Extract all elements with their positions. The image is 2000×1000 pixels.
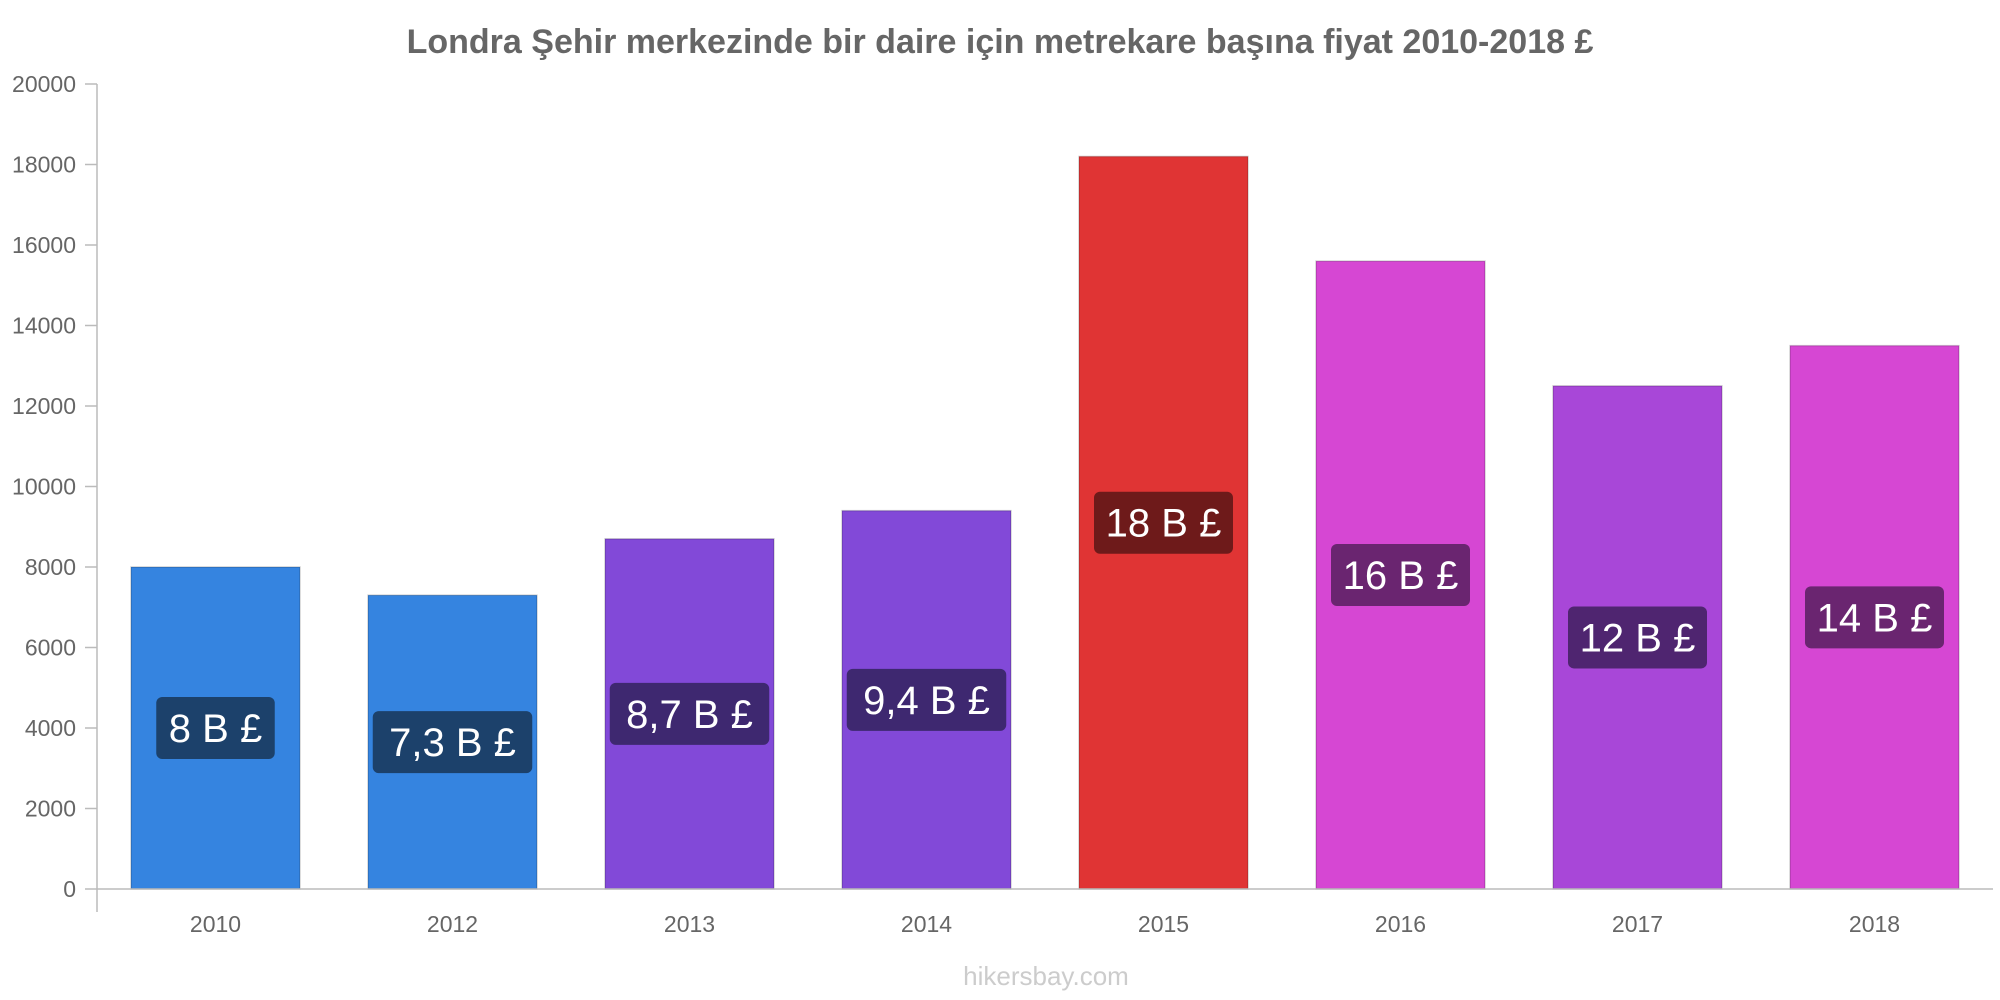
data-labels-group: 8 B £ 7,3 B £ 8,7 B £ 9,4 B £ 18 B £ 16 B £ 12… [156, 491, 1944, 774]
data-label-2018: 14 B £ [1805, 586, 1944, 649]
bars-group [130, 155, 1960, 890]
y-tick-label: 20000 [12, 71, 76, 97]
y-tick-label: 8000 [25, 554, 76, 580]
data-label-2010: 8 B £ [156, 697, 275, 759]
x-tick-label: 2018 [1849, 911, 1900, 937]
y-tick-label: 6000 [25, 635, 76, 661]
y-tick-label: 14000 [12, 313, 76, 339]
data-label-box [1805, 586, 1944, 649]
data-label-text: 9,4 B £ [863, 679, 990, 723]
data-label-text: 7,3 B £ [389, 721, 516, 765]
data-label-box [156, 697, 275, 759]
data-label-2016: 16 B £ [1331, 544, 1470, 607]
data-label-box [1094, 491, 1233, 554]
data-label-2013: 8,7 B £ [609, 682, 770, 745]
y-tick-label: 0 [63, 876, 76, 902]
data-label-text: 8,7 B £ [626, 693, 753, 737]
y-tick-label: 4000 [25, 715, 76, 741]
data-label-2015: 18 B £ [1094, 491, 1233, 554]
data-label-text: 16 B £ [1343, 554, 1459, 598]
data-label-2014: 9,4 B £ [846, 668, 1007, 731]
x-axis: 2010 2012 2013 2014 2015 2016 2017 2018 [97, 888, 1993, 937]
y-tick-label: 10000 [12, 474, 76, 500]
x-tick-label: 2012 [427, 911, 478, 937]
y-tick-label: 2000 [25, 796, 76, 822]
y-axis: 0 2000 4000 6000 8000 10000 12000 14000 16000 180… [12, 71, 98, 912]
x-tick-label: 2010 [190, 911, 241, 937]
data-label-text: 14 B £ [1817, 596, 1933, 640]
data-label-2012: 7,3 B £ [372, 711, 533, 774]
y-tick-label: 12000 [12, 393, 76, 419]
data-label-box [1568, 606, 1707, 669]
x-tick-label: 2013 [664, 911, 715, 937]
data-label-2017: 12 B £ [1568, 606, 1707, 669]
x-tick-label: 2016 [1375, 911, 1426, 937]
chart-title: Londra Şehir merkezinde bir daire için m… [407, 23, 1594, 61]
x-tick-label: 2017 [1612, 911, 1663, 937]
y-tick-label: 16000 [12, 232, 76, 258]
data-label-box [372, 711, 533, 774]
x-tick-label: 2014 [901, 911, 952, 937]
y-tick-label: 18000 [12, 152, 76, 178]
data-label-box [846, 668, 1007, 731]
data-label-box [609, 682, 770, 745]
credit-text: hikersbay.com [963, 961, 1129, 991]
data-label-text: 18 B £ [1106, 502, 1222, 546]
data-label-text: 8 B £ [169, 707, 262, 751]
data-label-text: 12 B £ [1580, 616, 1696, 660]
data-label-box [1331, 544, 1470, 607]
x-tick-label: 2015 [1138, 911, 1189, 937]
